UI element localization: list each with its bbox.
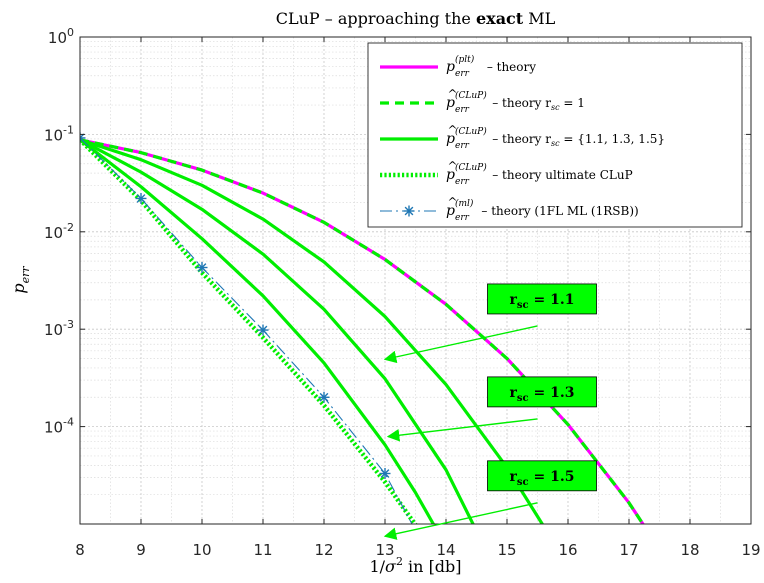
series-2 <box>80 138 545 524</box>
marker-stroke <box>380 469 390 478</box>
legend-marker <box>403 205 415 217</box>
ticks: 8 9 10 11 12 13 14 15 16 17 18 19 100 10-1 10-2 10-3 10-… <box>44 26 761 559</box>
x-tick-label: 8 <box>75 541 85 559</box>
series-line <box>80 138 418 524</box>
legend-hat: ^ <box>448 87 458 101</box>
annotation-label: rsc = 1.3 <box>510 385 575 404</box>
series-line <box>80 138 545 524</box>
y-tick-label: 100 <box>48 26 74 47</box>
legend-hat: ^ <box>448 123 458 137</box>
x-tick-label: 14 <box>436 541 455 559</box>
data-point-marker <box>135 192 147 204</box>
marker-stroke <box>404 206 414 216</box>
y-tick-label: 10-4 <box>44 416 74 437</box>
legend-hat: ^ <box>448 159 458 173</box>
y-axis-label: perr <box>9 266 32 294</box>
series-group <box>80 132 645 524</box>
x-tick-label: 16 <box>558 541 577 559</box>
series-line <box>80 138 475 524</box>
legend-box <box>367 42 743 228</box>
y-tick-label: 10-2 <box>44 221 74 242</box>
series-6 <box>80 132 413 524</box>
annotation-arrow <box>386 418 538 442</box>
series-4 <box>80 138 436 524</box>
series-line <box>80 138 645 524</box>
x-tick-label: 9 <box>136 541 146 559</box>
data-point-marker <box>257 324 269 336</box>
marker-stroke <box>258 325 268 335</box>
legend: p(plt) err – theory p(CLuP) err – theory rs… <box>367 42 743 228</box>
marker-stroke <box>319 392 329 402</box>
series-5 <box>80 138 418 524</box>
legend-entry: p(plt) err – theory <box>380 54 536 79</box>
x-tick-label: 18 <box>680 541 699 559</box>
y-tick-label: 10-3 <box>44 318 74 339</box>
plot-frame <box>79 36 752 525</box>
x-tick-label: 12 <box>314 541 333 559</box>
annotation-box <box>487 283 597 315</box>
x-tick-label: 15 <box>497 541 516 559</box>
chart-title: CLuP – approaching the exact ML <box>276 9 556 28</box>
legend-label: p(ml) err – theory (1FL ML (1RSB)) <box>446 198 639 223</box>
legend-entry: p(CLuP) err – theory rsc = {1.1, 1.3, 1.5… <box>380 123 665 151</box>
x-tick-label: 19 <box>741 541 760 559</box>
x-tick-label: 17 <box>619 541 638 559</box>
legend-label: p(CLuP) err – theory rsc = 1 <box>446 90 585 115</box>
annotation-box <box>487 376 597 408</box>
marker-stroke <box>80 133 85 139</box>
legend-entry: p(CLuP) err – theory ultimate CLuP^ <box>380 159 633 187</box>
annotation-arrow <box>383 325 538 364</box>
marker-stroke <box>136 194 146 203</box>
data-point-marker <box>379 467 391 479</box>
legend-entry: p(CLuP) err – theory rsc = 1^ <box>380 87 585 115</box>
legend-entry: p(ml) err – theory (1FL ML (1RSB))^ <box>380 195 639 223</box>
data-point-marker <box>196 262 208 274</box>
annotation-box <box>487 460 597 492</box>
series-3 <box>80 138 475 524</box>
legend-label: p(CLuP) err – theory ultimate CLuP <box>446 162 633 187</box>
annotation-label: rsc = 1.5 <box>510 469 575 488</box>
y-tick-label: 10-1 <box>44 123 74 144</box>
legend-hat: ^ <box>448 195 458 209</box>
legend-label: p(CLuP) err – theory rsc = {1.1, 1.3, 1.5… <box>446 126 665 151</box>
marker-stroke <box>197 263 207 272</box>
annotation-label: rsc = 1.1 <box>510 292 575 311</box>
data-point-marker <box>80 132 86 144</box>
marker-stroke <box>80 136 85 143</box>
legend-label: p(plt) err – theory <box>446 54 536 79</box>
x-tick-label: 13 <box>375 541 394 559</box>
series-line <box>80 138 436 524</box>
x-axis-label: 1/σ2 in [db] <box>369 555 461 576</box>
annotation-arrow <box>383 502 538 540</box>
series-1 <box>80 138 645 524</box>
data-point-marker <box>318 391 330 403</box>
x-tick-label: 10 <box>192 541 211 559</box>
annotations: rsc = 1.1 rsc = 1.3 rsc = 1.5 <box>383 283 597 540</box>
x-tick-label: 11 <box>253 541 272 559</box>
